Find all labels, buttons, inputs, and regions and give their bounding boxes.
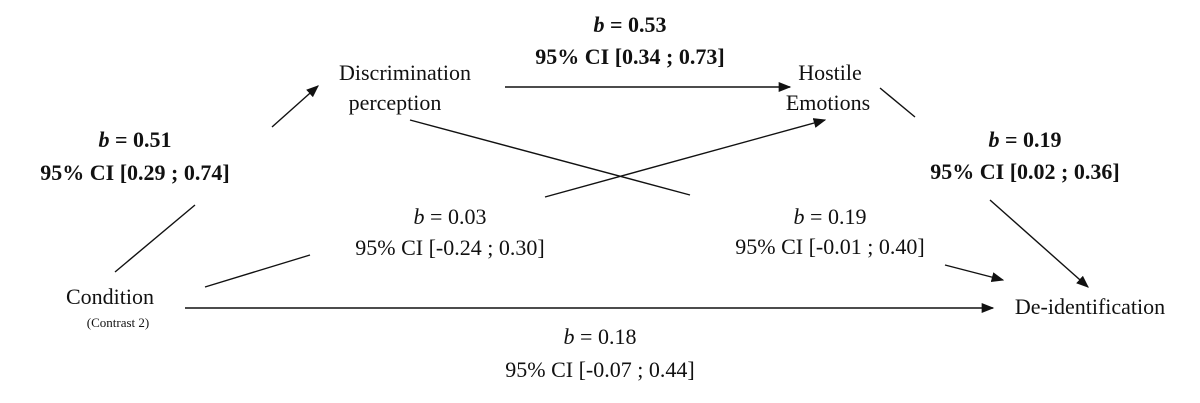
ci: 95% CI [-0.07 ; 0.44] <box>505 357 694 382</box>
estimate: = 0.03 <box>430 204 486 229</box>
symbol: b <box>564 324 575 349</box>
estimate: = 0.53 <box>610 12 667 37</box>
symbol: b <box>414 204 425 229</box>
node-sublabel: (Contrast 2) <box>87 315 149 330</box>
svg-text:b = 0.19: b = 0.19 <box>794 204 867 229</box>
node-label: Condition <box>66 284 154 309</box>
estimate: = 0.51 <box>115 127 172 152</box>
svg-text:b = 0.19: b = 0.19 <box>988 127 1061 152</box>
ci: 95% CI [0.29 ; 0.74] <box>40 160 229 185</box>
arrow <box>409 119 691 196</box>
symbol: b <box>593 12 604 37</box>
path-label: b = 0.53 95% CI [0.34 ; 0.73] <box>535 12 724 69</box>
arrow <box>989 199 1089 288</box>
symbol: b <box>98 127 109 152</box>
svg-text:b = 0.53: b = 0.53 <box>593 12 666 37</box>
ci: 95% CI [0.02 ; 0.36] <box>930 159 1119 184</box>
arrow <box>204 254 311 288</box>
path-label: b = 0.19 95% CI [-0.01 ; 0.40] <box>735 204 924 259</box>
arrow <box>114 204 196 273</box>
svg-text:b = 0.03: b = 0.03 <box>414 204 487 229</box>
node-label: De-identification <box>1015 294 1165 319</box>
arrow <box>544 118 827 198</box>
arrows <box>114 81 1089 314</box>
ci: 95% CI [0.34 ; 0.73] <box>535 44 724 69</box>
svg-text:b = 0.18: b = 0.18 <box>564 324 637 349</box>
node-label: Emotions <box>786 90 870 115</box>
path-label: b = 0.18 95% CI [-0.07 ; 0.44] <box>505 324 694 382</box>
ci: 95% CI [-0.24 ; 0.30] <box>355 235 544 260</box>
estimate: = 0.19 <box>810 204 866 229</box>
arrow <box>271 85 319 128</box>
node-label: Hostile <box>798 60 862 85</box>
path-label: b = 0.19 95% CI [0.02 ; 0.36] <box>930 127 1119 184</box>
symbol: b <box>794 204 805 229</box>
arrow <box>944 264 1005 283</box>
node-label: Discrimination <box>339 60 471 85</box>
arrow <box>879 87 916 118</box>
path-label: b = 0.03 95% CI [-0.24 ; 0.30] <box>355 204 544 260</box>
svg-text:b = 0.51: b = 0.51 <box>98 127 171 152</box>
node-label: perception <box>349 90 442 115</box>
estimate: = 0.19 <box>1005 127 1062 152</box>
estimate: = 0.18 <box>580 324 636 349</box>
path-label: b = 0.51 95% CI [0.29 ; 0.74] <box>40 127 229 185</box>
symbol: b <box>988 127 999 152</box>
ci: 95% CI [-0.01 ; 0.40] <box>735 234 924 259</box>
